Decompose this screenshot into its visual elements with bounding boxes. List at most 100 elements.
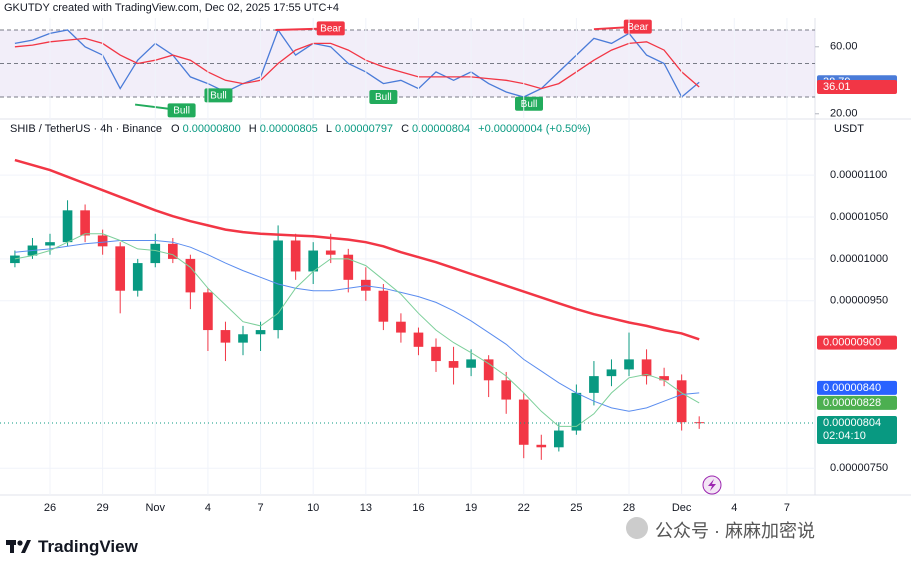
y-tick-label: 0.00000750: [830, 462, 888, 474]
candle-body: [431, 346, 441, 362]
candle-body: [448, 361, 459, 368]
signal-label: Bear: [320, 23, 342, 34]
price-tag: [817, 395, 897, 410]
currency-unit[interactable]: USDT: [834, 123, 864, 135]
y-tick-label: 0.00001000: [830, 253, 888, 265]
candle-body: [413, 332, 424, 347]
candle-body: [273, 240, 283, 331]
ohlc-key: C: [401, 123, 410, 135]
price-tag-label: 0.00000840: [823, 382, 881, 394]
candle-body: [518, 399, 529, 445]
tv-logo-icon: [6, 540, 31, 553]
candle-body: [203, 292, 213, 331]
candle-body: [606, 369, 617, 377]
signal-label: Bull: [210, 90, 227, 101]
candle-body: [115, 246, 126, 291]
price-tag-label: 0.00000828: [823, 397, 881, 409]
x-tick-label: 19: [465, 502, 477, 514]
y-tick-label: 0.00001050: [830, 211, 888, 223]
signal-box: [316, 21, 345, 36]
x-tick-label: 26: [44, 502, 56, 514]
x-tick-label: 13: [360, 502, 372, 514]
signal-box: [515, 96, 544, 111]
price-tag: [817, 79, 897, 94]
candle-body: [396, 321, 406, 333]
candle-body: [536, 444, 547, 448]
x-tick-label: 7: [257, 502, 263, 514]
x-tick-label: 4: [205, 502, 211, 514]
signal-label: Bear: [627, 22, 649, 33]
candle-body: [238, 334, 248, 343]
x-tick-label: 7: [784, 502, 790, 514]
candle-body: [554, 430, 564, 448]
ohlc-value: 0.00000805: [259, 123, 318, 135]
y-tick-label: 20.00: [830, 108, 858, 120]
rsi-line: [14, 37, 700, 90]
candle-body: [132, 263, 143, 291]
header: GKUTDY created with TradingView.com, Dec…: [4, 2, 339, 14]
candle-body: [255, 330, 266, 335]
candle-body: [62, 210, 73, 243]
x-tick-label: 4: [731, 502, 737, 514]
candle-body: [308, 250, 319, 272]
symbol-legend: SHIB / TetherUS · 4h · Binance O 0.000008…: [10, 123, 596, 135]
candle-body: [624, 359, 634, 370]
countdown: 02:04:10: [823, 430, 866, 442]
candle-body: [10, 255, 20, 264]
price-tag-label: 0.00000900: [823, 337, 881, 349]
candle-body: [80, 210, 90, 236]
price-tag: [817, 380, 897, 395]
moving-average: [14, 233, 700, 427]
watermark-icon: [626, 517, 648, 539]
event-icon-bolt: [708, 479, 716, 491]
candle-body: [343, 254, 354, 280]
watermark: 公众号 · 麻麻加密说: [655, 521, 815, 541]
signal-box: [167, 103, 196, 118]
candle-body: [501, 380, 512, 400]
candle-body: [589, 376, 599, 393]
candle-body: [378, 290, 389, 322]
candle-body: [659, 376, 669, 381]
ohlc-value: 0.00000797: [334, 123, 394, 135]
ohlc-key: L: [325, 123, 332, 135]
candle-body: [694, 422, 705, 424]
price-tag: [817, 335, 897, 350]
candle-body: [571, 392, 582, 431]
candle-body: [483, 359, 494, 381]
x-tick-label: 10: [307, 502, 319, 514]
moving-average: [14, 158, 700, 341]
y-tick-label: 60.00: [830, 41, 858, 53]
y-tick-label: 0.00001100: [830, 169, 887, 181]
ohlc-key: O: [171, 123, 180, 135]
signal-label: Bull: [521, 99, 538, 110]
candle-body: [641, 359, 652, 377]
rsi-line: [14, 28, 700, 99]
candle-body: [676, 380, 687, 423]
signal-label: Bull: [375, 92, 392, 103]
x-tick-label: 22: [518, 502, 530, 514]
price-tag-label: 36.01: [823, 81, 851, 93]
candle-body: [185, 258, 196, 293]
symbol-title: SHIB / TetherUS · 4h · Binance: [10, 123, 163, 135]
moving-average: [14, 240, 700, 412]
x-tick-label: 16: [412, 502, 424, 514]
x-tick-label: Nov: [145, 502, 165, 514]
candle-body: [466, 359, 476, 368]
candle-body: [220, 330, 231, 343]
candle-body: [290, 240, 301, 272]
candle-body: [150, 243, 161, 264]
ohlc-value: 0.00000800: [182, 123, 241, 135]
candle-body: [325, 250, 336, 255]
candle-body: [97, 235, 108, 247]
candle-body: [168, 243, 178, 259]
price-tag-label: 0.00000804: [823, 417, 881, 429]
signal-label: Bull: [173, 106, 190, 117]
x-tick-label: 29: [97, 502, 109, 514]
y-tick-label: 0.00000950: [830, 295, 888, 307]
signal-box: [369, 90, 398, 105]
x-tick-label: 25: [570, 502, 582, 514]
ohlc-key: H: [248, 123, 257, 135]
x-tick-label: 28: [623, 502, 635, 514]
